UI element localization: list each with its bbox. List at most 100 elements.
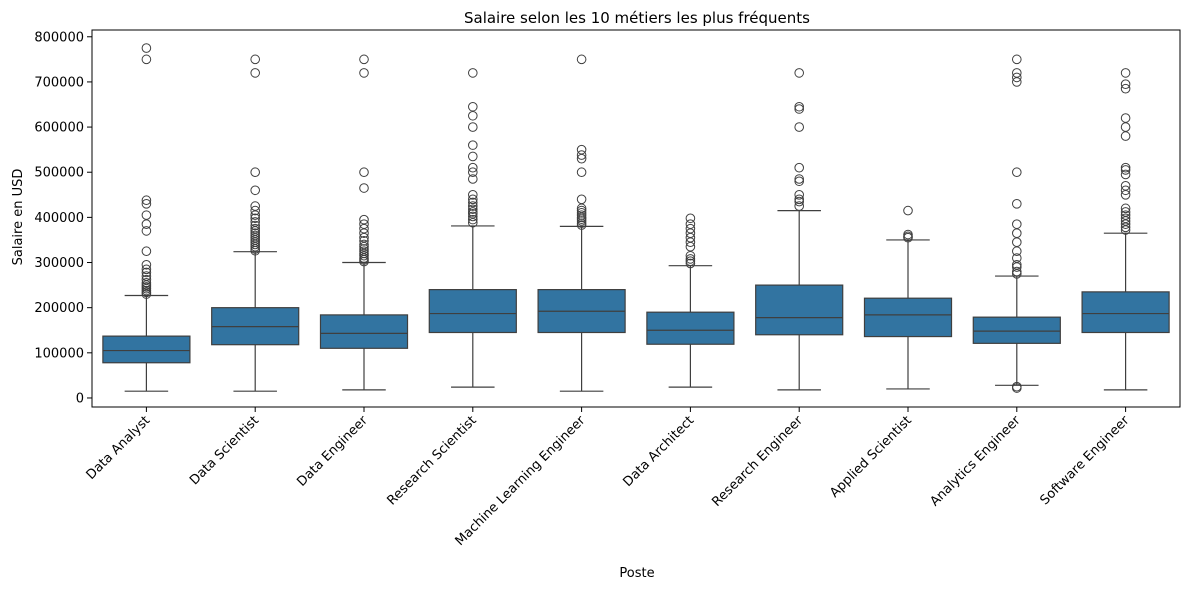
box-3-outlier bbox=[359, 167, 369, 178]
box-10-outlier bbox=[1120, 165, 1131, 175]
x-tick-label: Data Architect bbox=[621, 413, 698, 490]
box-9-outlier bbox=[1012, 266, 1022, 277]
box-1-outlier bbox=[141, 264, 152, 275]
box-3-outlier bbox=[359, 214, 369, 225]
box-7-outlier bbox=[794, 196, 805, 207]
box-5-outlier bbox=[576, 208, 587, 218]
box-3-outlier bbox=[359, 246, 369, 257]
box-3-outlier bbox=[359, 219, 369, 229]
box-8-outlier bbox=[903, 229, 913, 240]
box-5-outlier bbox=[576, 144, 587, 155]
box-9-outlier bbox=[1012, 228, 1022, 238]
box-5-outlier bbox=[576, 205, 587, 216]
box-5-outlier bbox=[576, 194, 587, 205]
box-9-outlier bbox=[1012, 219, 1022, 229]
box-10-outlier bbox=[1120, 113, 1131, 123]
x-tick-label: Data Engineer bbox=[294, 413, 371, 490]
box-10-outlier bbox=[1120, 169, 1131, 180]
x-tick-label: Data Analyst bbox=[84, 413, 154, 483]
box-7-outlier bbox=[794, 189, 805, 200]
box-7-outlier bbox=[794, 104, 805, 114]
box-9-outlier bbox=[1012, 259, 1022, 270]
x-axis-title: Poste bbox=[619, 566, 654, 581]
box-2-outlier bbox=[250, 223, 260, 234]
box-10-outlier bbox=[1120, 162, 1131, 173]
box-4-outlier bbox=[468, 204, 478, 215]
box-9-outlier bbox=[1012, 253, 1022, 263]
box-10-outlier bbox=[1120, 83, 1131, 94]
box-4-outlier bbox=[468, 122, 478, 132]
box-10-outlier bbox=[1120, 131, 1131, 141]
box-2-outlier bbox=[250, 230, 260, 241]
x-tick-label: Machine Learning Engineer bbox=[453, 413, 589, 549]
y-tick-label: 200000 bbox=[34, 301, 84, 316]
box-4-outlier bbox=[468, 174, 478, 184]
box-9-outlier bbox=[1012, 54, 1022, 65]
box-6-outlier bbox=[685, 213, 696, 224]
box-1-outlier bbox=[141, 267, 152, 278]
box-2-outlier bbox=[250, 217, 260, 227]
box-4-outlier bbox=[468, 151, 478, 162]
box-9-outlier bbox=[1012, 199, 1022, 209]
box-1-outlier bbox=[141, 226, 152, 236]
x-tick-label: Applied Scientist bbox=[827, 413, 915, 501]
y-tick-label: 600000 bbox=[34, 121, 84, 136]
box-3-outlier bbox=[359, 183, 369, 193]
box-9-outlier bbox=[1012, 237, 1022, 248]
box-10-iqr-box bbox=[1081, 291, 1170, 334]
box-1-outlier bbox=[141, 271, 152, 281]
box-2-outlier bbox=[250, 205, 260, 216]
box-1-outlier bbox=[141, 219, 152, 229]
box-2-outlier bbox=[250, 185, 260, 196]
box-4-iqr-box bbox=[428, 289, 517, 334]
box-4-outlier bbox=[468, 110, 478, 121]
x-tick-label: Data Scientist bbox=[187, 413, 262, 488]
box-4-outlier bbox=[468, 162, 478, 173]
box-7-outlier bbox=[794, 194, 805, 205]
box-1-outlier bbox=[141, 43, 152, 53]
box-8-outlier bbox=[903, 205, 913, 216]
box-10-outlier bbox=[1120, 79, 1131, 89]
box-10-outlier bbox=[1120, 210, 1131, 220]
box-4-outlier bbox=[468, 167, 478, 178]
box-4-outlier bbox=[468, 101, 478, 112]
box-1-outlier bbox=[141, 246, 152, 257]
box-1-outlier bbox=[141, 199, 152, 209]
box-3-outlier bbox=[359, 68, 369, 78]
box-4-outlier bbox=[468, 140, 478, 150]
box-6-outlier bbox=[685, 254, 696, 264]
box-4-outlier bbox=[468, 211, 478, 222]
box-7-iqr-box bbox=[755, 284, 844, 336]
y-axis-title: Salaire en USD bbox=[11, 169, 26, 266]
box-9-outlier bbox=[1012, 246, 1022, 257]
box-1-outlier bbox=[141, 274, 152, 285]
box-4-outlier bbox=[468, 189, 478, 200]
box-5-outlier bbox=[576, 167, 587, 178]
box-2-outlier bbox=[250, 220, 260, 231]
plot-frame bbox=[91, 29, 1181, 408]
box-2-outlier bbox=[250, 54, 260, 65]
box-7-outlier bbox=[794, 176, 805, 187]
y-tick-label: 0 bbox=[76, 391, 84, 406]
y-tick-label: 700000 bbox=[34, 75, 84, 90]
box-10-outlier bbox=[1120, 213, 1131, 224]
box-7-outlier bbox=[794, 201, 805, 211]
x-tick-label: Software Engineer bbox=[1037, 413, 1132, 508]
box-1-iqr-box bbox=[102, 335, 191, 364]
y-tick-label: 300000 bbox=[34, 256, 84, 271]
box-2-outlier bbox=[250, 228, 260, 238]
box-1-outlier bbox=[141, 210, 152, 220]
plot-area: 0 100000 200000 300000 400000 500000 600000 700… bbox=[34, 29, 1181, 549]
box-9-outlier bbox=[1012, 167, 1022, 178]
y-tick-label: 800000 bbox=[34, 30, 84, 45]
box-4-outlier bbox=[468, 68, 478, 78]
box-2-outlier bbox=[250, 68, 260, 78]
chart-title: Salaire selon les 10 métiers les plus fr… bbox=[464, 9, 810, 27]
box-10-outlier bbox=[1120, 180, 1131, 191]
box-10-outlier bbox=[1120, 207, 1131, 217]
box-1-outlier bbox=[141, 195, 152, 206]
box-4-outlier bbox=[468, 197, 478, 208]
box-2-outlier bbox=[250, 213, 260, 224]
box-8-iqr-box bbox=[863, 297, 953, 338]
